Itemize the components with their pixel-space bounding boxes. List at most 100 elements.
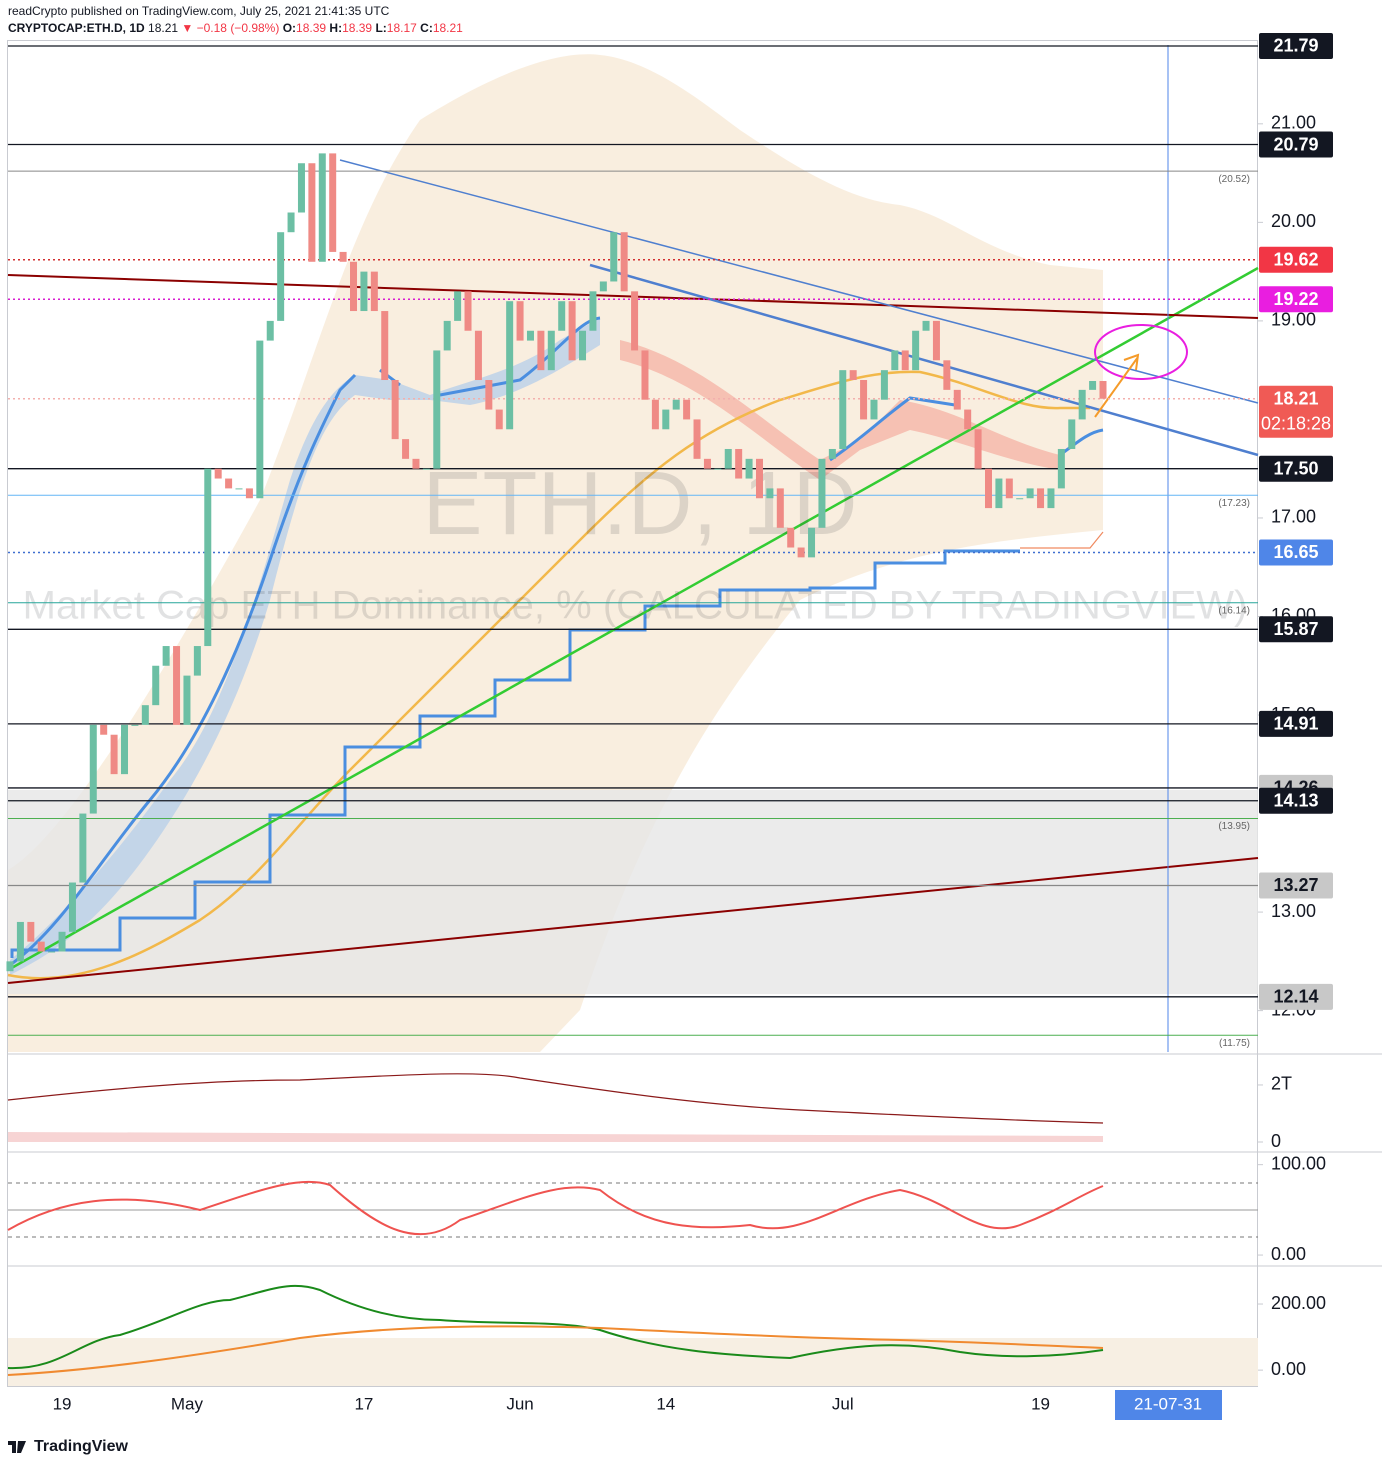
candle <box>183 675 191 725</box>
note-label: (11.75) <box>1219 1038 1250 1049</box>
blue-ma <box>9 316 1104 967</box>
candle <box>474 330 482 381</box>
candle <box>1005 478 1013 499</box>
candle <box>995 478 1003 509</box>
candle <box>703 458 711 469</box>
volume-bars <box>8 1132 1103 1142</box>
level-label: 19.22 <box>1273 289 1318 309</box>
h-value: 18.39 <box>342 21 372 35</box>
x-tick-label: 17 <box>354 1394 373 1413</box>
candle <box>89 724 97 814</box>
watermark-title: ETH.D, 1D <box>422 454 857 554</box>
level-label: 19.62 <box>1273 250 1318 270</box>
candle <box>974 429 982 469</box>
frame <box>7 40 1258 1387</box>
level-label: 14.91 <box>1273 714 1318 734</box>
x-tick-label: Jun <box>506 1394 533 1413</box>
arrow <box>1094 353 1140 418</box>
o-key: O: <box>283 21 296 35</box>
symbol-line: CRYPTOCAP:ETH.D, 1D 18.21 ▼ −0.18 (−0.98… <box>8 21 463 35</box>
candle <box>381 311 389 381</box>
candle <box>860 380 868 420</box>
candle <box>433 350 441 469</box>
pane-frame <box>7 40 1382 1387</box>
pane-tick-label: 200.00 <box>1271 1293 1326 1313</box>
candle <box>277 232 285 321</box>
candle <box>755 458 763 499</box>
note-label: (16.14) <box>1218 605 1250 616</box>
pane-tick-label: 2T <box>1271 1074 1292 1094</box>
last: 18.21 <box>148 21 178 35</box>
candle <box>1037 488 1045 509</box>
red-trendline <box>7 857 1259 984</box>
candle <box>454 291 462 321</box>
candle <box>464 291 472 331</box>
band-edge <box>1020 531 1104 549</box>
candle <box>579 330 587 361</box>
level-label: 21.79 <box>1273 36 1318 56</box>
o-value: 18.39 <box>296 21 326 35</box>
candle <box>839 370 847 449</box>
candle <box>162 646 170 666</box>
candle <box>412 458 420 469</box>
level-label: 17.50 <box>1273 458 1318 478</box>
level-label-box <box>1259 872 1333 899</box>
candle <box>245 488 253 499</box>
candle <box>589 291 597 331</box>
level-label-box <box>1259 246 1333 273</box>
candle <box>641 350 649 400</box>
sub-pane-decorations <box>7 1073 1258 1386</box>
candle <box>787 527 795 548</box>
candle <box>610 232 618 282</box>
candle <box>235 488 243 490</box>
candle <box>110 734 118 775</box>
candle <box>1068 419 1076 449</box>
candle <box>308 163 316 262</box>
candle <box>568 301 576 361</box>
candle <box>443 320 451 351</box>
c-key: C: <box>420 21 433 35</box>
watermark-subtitle: Market Cap ETH Dominance, % (CALCULATED … <box>23 584 1248 628</box>
candle <box>953 389 961 410</box>
candle <box>1016 498 1024 500</box>
pane-tick-label: 0 <box>1271 1131 1281 1151</box>
level-label: 20.79 <box>1273 134 1318 154</box>
stoch-line <box>7 1180 1104 1236</box>
candle <box>214 468 222 479</box>
level-label-box <box>1259 455 1333 482</box>
candle <box>1089 380 1097 390</box>
candle <box>297 163 305 213</box>
candle <box>100 724 108 735</box>
x-tick-label: Jul <box>832 1394 854 1413</box>
candle <box>121 724 129 775</box>
footer-logo <box>8 1441 26 1453</box>
candle <box>422 468 430 470</box>
candle <box>402 439 410 459</box>
level-label-box <box>1259 983 1333 1010</box>
candle <box>266 320 274 341</box>
candle <box>808 527 816 558</box>
h-key: H: <box>329 21 342 35</box>
candle <box>693 419 701 459</box>
candle <box>912 330 920 371</box>
candle <box>27 921 35 942</box>
candle <box>141 705 149 725</box>
candle <box>1078 389 1086 420</box>
level-label: 18.21 <box>1273 388 1318 408</box>
candle <box>943 360 951 390</box>
candle <box>901 350 909 371</box>
level-label: 15.87 <box>1273 619 1318 639</box>
candle <box>391 380 399 440</box>
candle <box>651 399 659 430</box>
date-marker-label: 21-07-31 <box>1134 1394 1202 1413</box>
highlight-ellipse <box>1094 324 1188 380</box>
candle <box>984 468 992 509</box>
candle <box>599 281 607 292</box>
candle <box>818 458 826 528</box>
x-tick-label: May <box>171 1394 204 1413</box>
level-label-box <box>1259 539 1333 566</box>
pane-tick-label: 100.00 <box>1271 1153 1326 1173</box>
candle <box>193 646 201 676</box>
footer-brand: TradingView <box>34 1438 129 1455</box>
